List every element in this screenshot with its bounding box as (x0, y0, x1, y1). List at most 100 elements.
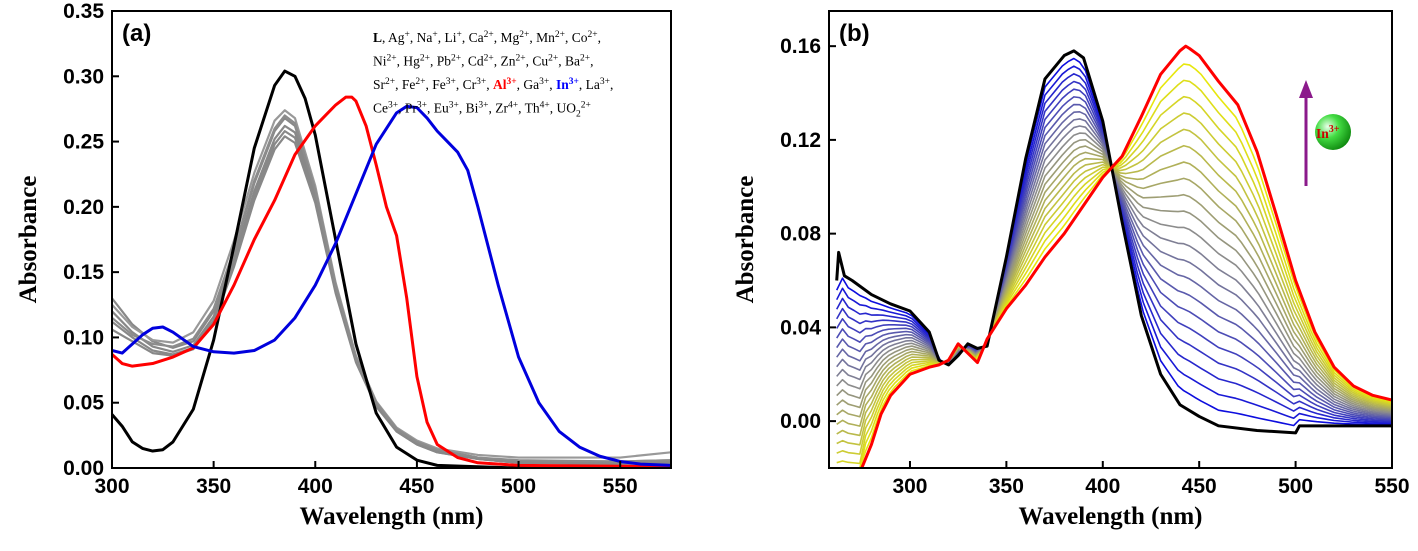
panel-a-series-group (112, 69, 671, 468)
legend-segment: , Ca (462, 30, 484, 45)
panel-b-titration-line-19 (836, 95, 1392, 465)
panel-a-x-tick-label: 300 (94, 475, 129, 498)
legend-segment: Al (493, 77, 507, 92)
legend-segment: , Ga (517, 77, 540, 92)
panel-a-series-line-6 (112, 69, 671, 468)
legend-segment: , UO (550, 101, 576, 116)
panel-a-series-line-2 (112, 130, 671, 464)
panel-a-y-tick-label: 0.20 (63, 196, 104, 219)
legend-segment: , Zn (494, 54, 516, 69)
legend-segment: , La (579, 77, 600, 92)
panel-a-plot-frame (111, 10, 672, 469)
ion-symbol: In (1316, 126, 1329, 141)
ion-charge: 3+ (1329, 124, 1340, 135)
legend-segment: 2+ (581, 101, 591, 111)
legend-segment: , Na (410, 30, 433, 45)
panel-b-x-tick-label: 350 (989, 475, 1024, 498)
panel-b-x-tick-label: 300 (892, 475, 927, 498)
legend-segment: 2+ (519, 30, 529, 40)
panel-a: 300 350 400 450 500 550 0.00 0.05 0.10 0.15 0.20 0.… (15, 0, 672, 530)
legend-segment: In (556, 77, 569, 92)
panel-b-titration-line-21 (836, 63, 1392, 468)
panel-a-series-line-8 (112, 104, 671, 467)
legend-segment: , Fe (395, 77, 415, 92)
legend-segment: 3+ (506, 77, 516, 87)
panel-b-arrow-head (1299, 80, 1313, 98)
panel-a-y-tick-label: 0.05 (63, 392, 104, 415)
legend-segment: , Mn (529, 30, 555, 45)
legend-segment: , (486, 77, 493, 92)
legend-segment: , (610, 77, 613, 92)
legend-segment: 2+ (587, 30, 597, 40)
legend-segment: 3+ (449, 101, 459, 111)
legend-segment: , Pr (398, 101, 417, 116)
panel-b-ion-label: In3+ (1316, 124, 1340, 141)
panel-b-y-tick-label: 0.00 (780, 410, 821, 433)
legend-segment: , Fe (425, 77, 445, 92)
panel-b-end-series-line (860, 44, 1392, 468)
panel-a-series-line-3 (112, 135, 671, 466)
legend-segment: , Cd (461, 54, 484, 69)
panel-a-series-line-4 (112, 109, 671, 459)
panel-a-y-tick-label: 0.00 (63, 457, 104, 480)
legend-segment: 2+ (484, 54, 494, 64)
panel-a-x-tick-label: 550 (603, 475, 638, 498)
panel-b-titration-line-20 (836, 79, 1392, 468)
panel-b-x-tick-label: 500 (1278, 475, 1313, 498)
legend-segment: , Bi (459, 101, 479, 116)
panel-a-legend-line: L, Ag+, Na+, Li+, Ca2+, Mg2+, Mn2+, Co2+… (373, 30, 601, 45)
legend-segment: 2+ (415, 77, 425, 87)
legend-segment: , (549, 77, 556, 92)
legend-segment: , Ba (558, 54, 580, 69)
panel-a-series-line-5 (112, 114, 671, 463)
legend-segment: , Th (518, 101, 540, 116)
panel-b-titration-line-14 (836, 151, 1392, 418)
legend-segment: + (405, 30, 410, 40)
panel-a-series-line-0 (112, 116, 671, 463)
legend-segment: Sr (373, 77, 386, 92)
legend-segment: , Cu (526, 54, 549, 69)
legend-segment: , (590, 54, 593, 69)
legend-segment: , Zr (488, 101, 508, 116)
legend-segment: , Mg (494, 30, 520, 45)
legend-segment: 2+ (484, 30, 494, 40)
legend-segment: 3+ (600, 77, 610, 87)
legend-segment: 3+ (478, 101, 488, 111)
legend-segment: 3+ (539, 77, 549, 87)
panel-a-y-tick-label: 0.35 (63, 0, 104, 23)
panel-b: 300 350 400 450 500 550 0.00 0.04 0.08 0.12 0.16 Wa… (732, 10, 1410, 530)
panel-a-y-tick-label: 0.10 (63, 326, 104, 349)
legend-segment: 4+ (540, 101, 550, 111)
panel-a-legend-line: Ce3+, Pr3+, Eu3+, Bi3+, Zr4+, Th4+, UO22… (373, 101, 591, 120)
legend-segment: , Hg (397, 54, 420, 69)
panel-a-x-tick-label: 400 (298, 475, 333, 498)
panel-b-y-tick-label: 0.04 (780, 316, 821, 339)
panel-a-legend-line: Sr2+, Fe2+, Fe3+, Cr3+, Al3+, Ga3+, In3+… (373, 77, 613, 92)
legend-segment: , Co (565, 30, 588, 45)
panel-b-x-axis-title: Wavelength (nm) (1018, 503, 1202, 530)
panel-b-ion-sphere-icon (1315, 114, 1351, 150)
legend-segment: 2+ (548, 54, 558, 64)
legend-segment: 2+ (515, 54, 525, 64)
panel-a-x-axis-title: Wavelength (nm) (299, 503, 483, 530)
legend-segment: , Li (438, 30, 457, 45)
panel-b-x-tick-label: 550 (1374, 475, 1409, 498)
panel-a-series-line-1 (112, 124, 671, 464)
panel-a-y-axis-title: Absorbance (15, 176, 42, 304)
legend-segment: , Cr (456, 77, 477, 92)
panel-a-legend-line: Ni2+, Hg2+, Pb2+, Cd2+, Zn2+, Cu2+, Ba2+… (373, 54, 593, 69)
panel-a-panel-label: (a) (122, 20, 151, 47)
panel-a-x-tick-label: 500 (501, 475, 536, 498)
legend-segment: 3+ (476, 77, 486, 87)
panel-b-y-tick-label: 0.08 (780, 223, 821, 246)
panel-a-x-tick-label: 350 (196, 475, 231, 498)
legend-segment: + (432, 30, 437, 40)
panel-a-y-tick-label: 0.30 (63, 65, 104, 88)
panel-a-y-tick-label: 0.15 (63, 261, 104, 284)
legend-segment: L (373, 30, 382, 45)
legend-segment: Ce (373, 101, 388, 116)
panel-a-y-tick-label: 0.25 (63, 131, 104, 154)
legend-segment: 2+ (420, 54, 430, 64)
